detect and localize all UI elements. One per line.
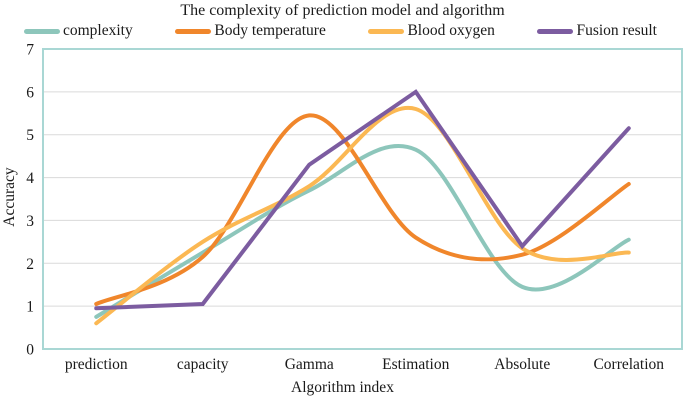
x-tick-label: Correlation [593,356,664,373]
chart-title: The complexity of prediction model and a… [180,2,505,19]
x-tick-label: Absolute [494,356,550,373]
y-tick-label: 4 [26,170,34,187]
x-tick-label: capacity [177,356,229,373]
y-tick-label: 0 [26,342,34,359]
y-axis-title: Accuracy [1,167,18,227]
legend-swatch-complexity [24,28,60,34]
y-tick-label: 2 [26,256,34,273]
legend-item-blood-oxygen: Blood oxygen [368,22,495,40]
series-line-body-temperature [94,113,631,306]
legend-item-fusion-result: Fusion result [537,22,657,40]
y-tick-label: 1 [26,299,34,316]
y-tick-label: 7 [26,42,34,59]
x-tick-label: Estimation [382,356,449,373]
y-tick-label: 5 [26,127,34,144]
series-line-complexity [94,143,631,319]
y-tick-label: 3 [26,213,34,230]
legend-swatch-fusion-result [537,28,574,34]
legend-label: Fusion result [576,22,657,39]
x-tick-label: Gamma [285,356,334,373]
legend-label: Blood oxygen [407,22,495,39]
legend-label: Body temperature [214,22,326,39]
plot-border [42,48,683,350]
legend-swatch-body-temperature [175,28,212,34]
y-tick-label: 6 [26,84,34,101]
legend-item-body-temperature: Body temperature [175,22,326,40]
x-axis-title: Algorithm index [291,379,394,396]
legend-swatch-blood-oxygen [368,28,405,34]
legend-label: complexity [63,22,133,39]
legend: complexity Body temperature Blood oxygen Fu… [0,21,685,41]
series-line-fusion-result [94,89,631,311]
x-tick-label: prediction [65,356,128,373]
legend-item-complexity: complexity [24,22,133,40]
